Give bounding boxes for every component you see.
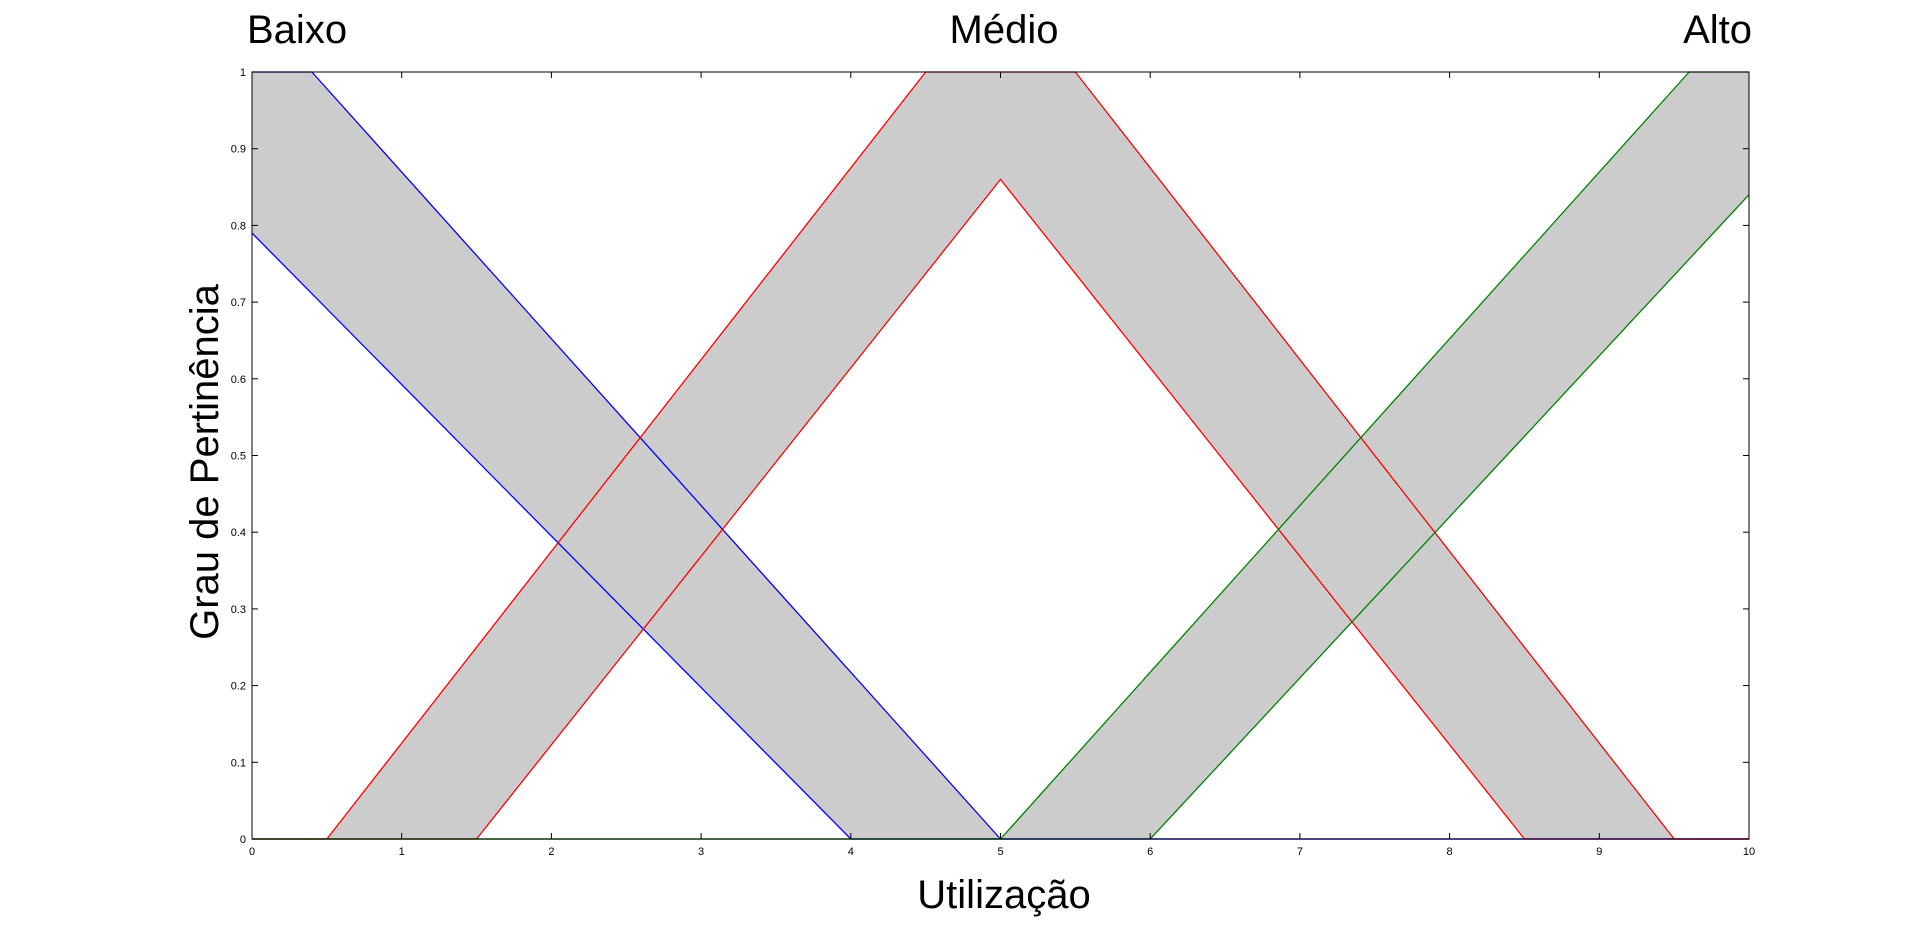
y-tick-label-1: 0.1 <box>231 757 246 769</box>
band-series-0 <box>252 72 1749 839</box>
y-tick-label-9: 0.9 <box>231 144 246 156</box>
x-tick-label-3: 3 <box>698 846 704 858</box>
x-tick-label-8: 8 <box>1447 846 1453 858</box>
y-tick-label-0: 0 <box>240 834 246 846</box>
x-axis-title: Utilização <box>917 873 1090 917</box>
x-tick-label-10: 10 <box>1743 846 1755 858</box>
y-axis-title: Grau de Pertinência <box>183 283 227 640</box>
band-series-1 <box>252 72 1749 839</box>
y-tick-label-3: 0.3 <box>231 604 246 616</box>
y-tick-label-8: 0.8 <box>231 220 246 232</box>
x-tick-label-4: 4 <box>848 846 854 858</box>
x-tick-label-1: 1 <box>399 846 405 858</box>
y-tick-label-7: 0.7 <box>231 297 246 309</box>
category-label-medio: Médio <box>950 8 1059 52</box>
x-tick-label-9: 9 <box>1596 846 1602 858</box>
y-tick-label-5: 0.5 <box>231 451 246 463</box>
uncertainty-bands <box>252 72 1749 839</box>
category-label-baixo: Baixo <box>247 8 347 52</box>
category-label-alto: Alto <box>1683 8 1752 52</box>
y-tick-label-2: 0.2 <box>231 681 246 693</box>
x-tick-label-0: 0 <box>249 846 255 858</box>
y-tick-label-4: 0.4 <box>231 527 246 539</box>
band-series-2 <box>252 72 1749 839</box>
x-tick-label-2: 2 <box>548 846 554 858</box>
y-tick-label-6: 0.6 <box>231 374 246 386</box>
x-tick-label-5: 5 <box>997 846 1003 858</box>
x-tick-label-6: 6 <box>1147 846 1153 858</box>
y-tick-label-10: 1 <box>240 67 246 79</box>
x-tick-label-7: 7 <box>1297 846 1303 858</box>
axis-ticks: 0 1 2 3 4 5 6 7 8 9 10 0 0.1 0.2 0.3 0.4 0.5 0.6 0.7 0.8 0.9… <box>231 67 1755 858</box>
